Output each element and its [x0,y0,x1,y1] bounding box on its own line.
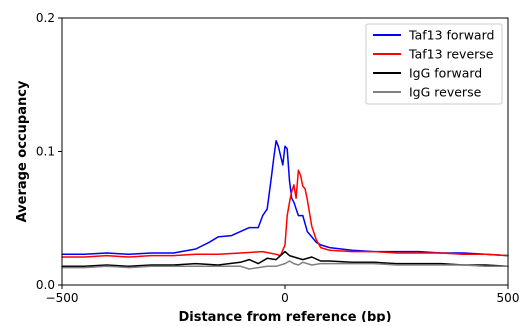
legend-label: Taf13 forward [408,28,494,43]
x-axis-label: Distance from reference (bp) [178,310,391,322]
ticks-layer: −500 0 500 0.0 0.1 0.2 [36,11,520,305]
x-tick-label: 500 [497,291,520,305]
legend-label: IgG forward [409,66,482,81]
series-line-igg-reverse [61,260,509,270]
y-tick-label: 0.0 [36,278,55,292]
series-line-taf13-forward [61,140,509,257]
x-tick-label: 0 [281,291,289,305]
series-line-igg-forward [61,250,509,268]
x-tick-label: −500 [46,291,79,305]
legend-box [365,23,503,105]
legend: Taf13 forward Taf13 reverse IgG forward IgG… [365,23,503,105]
series-line-taf13-reverse [61,169,509,258]
y-tick-label: 0.2 [36,11,55,25]
legend-label: IgG reverse [409,85,482,100]
y-tick-label: 0.1 [36,145,55,159]
series-layer [61,140,509,270]
y-axis-label: Average occupancy [15,80,30,222]
legend-label: Taf13 reverse [408,47,494,62]
